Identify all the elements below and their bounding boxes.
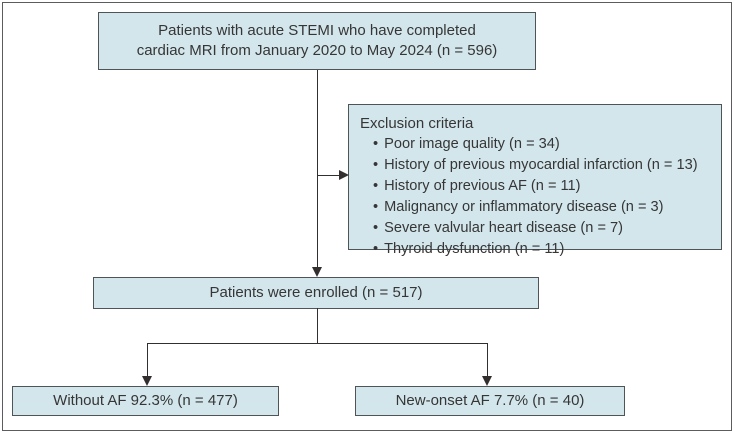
top-box-line2: cardiac MRI from January 2020 to May 202… [136,42,498,59]
exclusion-item-text: History of previous myocardial infarctio… [384,157,698,173]
exclusion-item-text: Malignancy or inflammatory disease (n = … [384,199,664,215]
top-box-line1: Patients with acute STEMI who have compl… [158,22,476,39]
bullet-icon: • [373,178,379,194]
connector-split-to-new-onset-af [487,343,489,379]
exclusion-item: • Thyroid dysfunction (n = 11) [360,239,715,260]
exclusion-item: • History of previous myocardial infarct… [360,155,715,176]
exclusion-title: Exclusion criteria [360,115,474,132]
bullet-icon: • [373,241,379,257]
connector-top-to-enrolled [317,70,319,269]
arrowhead-down-new-onset-af-icon [482,376,492,386]
bullet-icon: • [373,136,379,152]
box-acute-stemi-patients: Patients with acute STEMI who have compl… [98,12,536,70]
box-patients-enrolled: Patients were enrolled (n = 517) [93,277,539,309]
connector-split-to-without-af [147,343,149,379]
enrolled-label: Patients were enrolled (n = 517) [209,284,423,301]
exclusion-item: • History of previous AF (n = 11) [360,176,715,197]
connector-enrolled-to-split [317,308,319,344]
arrowhead-down-enrolled-icon [312,267,322,277]
connector-to-exclusion [317,175,340,177]
arrowhead-right-exclusion-icon [339,170,349,180]
new-onset-af-label: New-onset AF 7.7% (n = 40) [395,392,585,409]
box-new-onset-af: New-onset AF 7.7% (n = 40) [355,386,625,416]
exclusion-item: • Severe valvular heart disease (n = 7) [360,218,715,239]
connector-split-horizontal [147,343,488,345]
without-af-label: Without AF 92.3% (n = 477) [53,392,238,409]
arrowhead-down-without-af-icon [142,376,152,386]
exclusion-item: • Malignancy or inflammatory disease (n … [360,197,715,218]
bullet-icon: • [373,157,379,173]
box-without-af: Without AF 92.3% (n = 477) [12,386,279,416]
exclusion-item-text: History of previous AF (n = 11) [384,178,581,194]
exclusion-item-text: Severe valvular heart disease (n = 7) [384,220,624,236]
exclusion-item-text: Thyroid dysfunction (n = 11) [384,241,565,257]
bullet-icon: • [373,220,379,236]
exclusion-item-text: Poor image quality (n = 34) [384,136,560,152]
bullet-icon: • [373,199,379,215]
box-exclusion-criteria: Exclusion criteria • Poor image quality … [348,104,722,257]
exclusion-item: • Poor image quality (n = 34) [360,134,715,155]
